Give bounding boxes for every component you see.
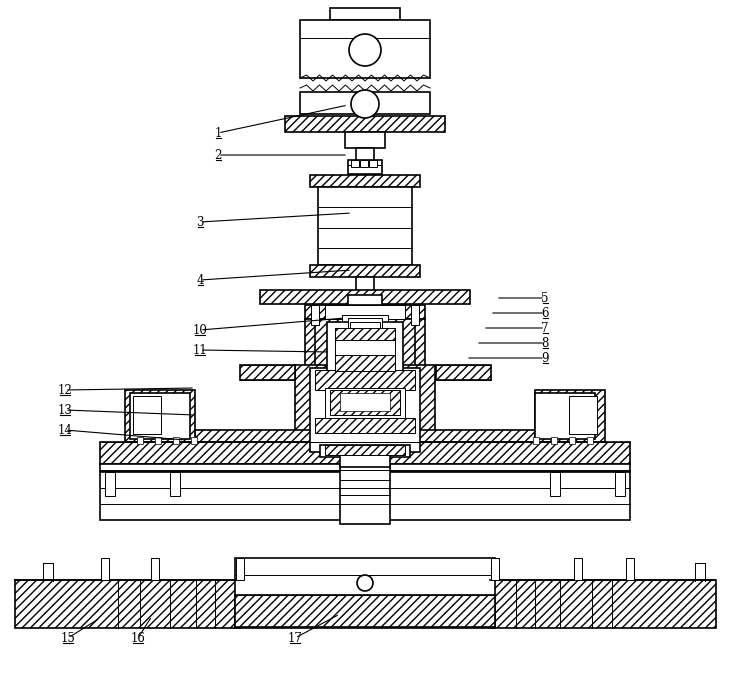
Bar <box>315 319 415 390</box>
Bar <box>300 20 430 78</box>
Bar <box>490 580 716 628</box>
Text: 15: 15 <box>61 632 75 645</box>
Text: 16: 16 <box>131 632 145 645</box>
Text: 12: 12 <box>58 384 72 397</box>
Bar <box>311 305 319 325</box>
Bar <box>340 393 390 411</box>
Bar <box>351 160 359 167</box>
Bar <box>105 472 115 496</box>
Text: 3: 3 <box>196 216 204 229</box>
Circle shape <box>357 575 373 591</box>
Bar <box>535 390 605 442</box>
Bar <box>318 187 412 265</box>
Bar <box>151 558 159 580</box>
Text: 5: 5 <box>541 292 549 305</box>
Bar <box>300 92 430 114</box>
Bar <box>340 455 390 467</box>
Bar <box>310 175 420 187</box>
Bar <box>100 472 630 520</box>
Bar <box>551 437 557 444</box>
Bar <box>533 437 539 444</box>
Bar <box>411 305 419 325</box>
Text: 13: 13 <box>58 403 72 416</box>
Text: 9: 9 <box>541 351 549 364</box>
Bar <box>195 430 535 442</box>
Bar <box>350 322 380 336</box>
Bar <box>236 558 244 580</box>
Bar <box>569 437 575 444</box>
Bar <box>133 396 161 434</box>
Bar <box>260 290 470 304</box>
Bar <box>348 295 382 309</box>
Bar <box>125 390 195 442</box>
Bar <box>235 558 495 628</box>
Bar <box>348 160 382 174</box>
Bar <box>130 393 190 439</box>
Bar <box>325 388 405 418</box>
Bar <box>100 464 630 472</box>
Bar <box>369 160 377 167</box>
Text: 7: 7 <box>541 321 549 334</box>
Bar <box>173 437 179 444</box>
Bar <box>342 315 388 370</box>
Bar <box>15 580 240 628</box>
Bar <box>574 558 582 580</box>
Bar <box>340 464 390 524</box>
Bar <box>615 472 625 496</box>
Bar <box>100 442 630 464</box>
Bar <box>170 472 180 496</box>
Bar <box>315 370 415 390</box>
Bar <box>305 305 425 319</box>
Bar <box>330 390 400 415</box>
Bar <box>335 328 395 371</box>
Text: 8: 8 <box>542 336 549 349</box>
Bar <box>305 374 425 390</box>
Bar <box>325 445 405 455</box>
Bar <box>395 319 425 374</box>
Text: 11: 11 <box>193 343 208 356</box>
Bar <box>315 418 415 433</box>
Bar <box>626 558 634 580</box>
Bar <box>348 318 382 340</box>
Bar <box>191 437 197 444</box>
Bar <box>587 437 593 444</box>
Bar <box>240 365 295 380</box>
Bar <box>235 595 495 627</box>
Bar <box>335 328 395 340</box>
Text: 4: 4 <box>196 273 204 286</box>
Bar <box>335 308 395 378</box>
Text: 6: 6 <box>541 306 549 319</box>
Bar <box>345 132 385 148</box>
Bar <box>101 558 109 580</box>
Bar <box>295 365 435 455</box>
Bar <box>305 319 335 374</box>
Bar <box>335 355 395 371</box>
Circle shape <box>349 34 381 66</box>
Bar <box>305 433 425 448</box>
Bar <box>535 393 595 439</box>
Bar <box>356 148 374 168</box>
Text: 10: 10 <box>192 323 208 336</box>
Bar <box>491 558 499 580</box>
Bar <box>285 116 445 132</box>
Bar <box>325 305 405 319</box>
Bar <box>327 322 403 377</box>
Circle shape <box>351 90 379 118</box>
Bar <box>360 160 368 167</box>
Text: 1: 1 <box>214 127 221 140</box>
Bar <box>137 437 143 444</box>
Bar <box>155 437 161 444</box>
Bar <box>356 277 374 295</box>
Bar <box>310 368 420 452</box>
Text: 14: 14 <box>58 423 72 436</box>
Text: 2: 2 <box>214 149 221 162</box>
Bar <box>330 8 400 20</box>
Bar <box>310 265 420 277</box>
Bar <box>550 472 560 496</box>
Text: 17: 17 <box>287 632 303 645</box>
Bar <box>320 445 410 457</box>
Bar <box>436 365 491 380</box>
Bar <box>569 396 597 434</box>
